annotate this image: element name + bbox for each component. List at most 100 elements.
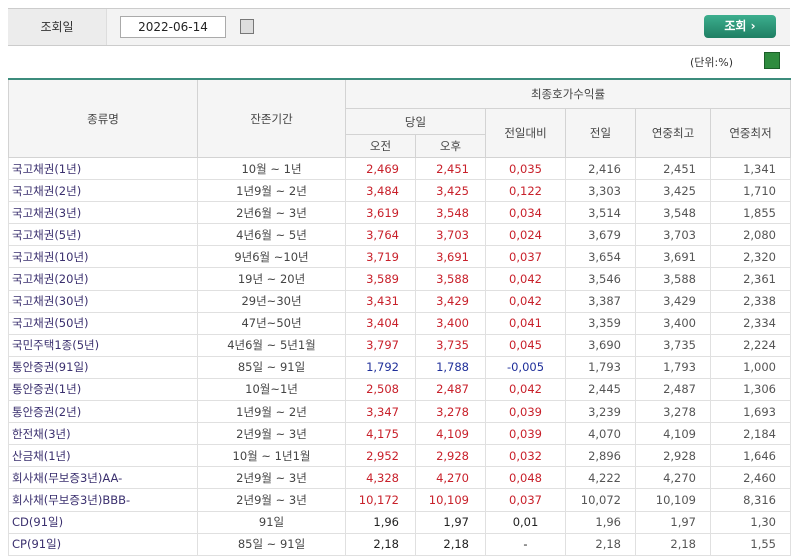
table-cell: 1,96	[345, 510, 416, 534]
table-cell: 2,080	[710, 223, 791, 247]
table-cell: -	[485, 532, 566, 556]
table-cell: 3,278	[415, 400, 486, 424]
table-cell: 3,691	[635, 245, 711, 269]
table-cell: 3,679	[565, 223, 636, 247]
table-cell: 1,693	[710, 400, 791, 424]
table-cell: 3,589	[345, 267, 416, 291]
table-row: 통안증권(91일) 85일 ~ 91일 1,792 1,788 -0,005 1,793 1…	[8, 355, 791, 379]
table-cell: 2,416	[565, 156, 636, 181]
table-cell: CP(91일)	[8, 532, 198, 556]
table-cell: CD(91일)	[8, 510, 198, 534]
table-row: 국민주택1종(5년) 4년6월 ~ 5년1월 3,797 3,735 0,045 3,69…	[8, 333, 791, 357]
table-cell: 2,18	[635, 532, 711, 556]
table-cell: 0,035	[485, 156, 566, 181]
table-cell: 10,172	[345, 488, 416, 512]
table-cell: 47년~50년	[197, 311, 346, 335]
header: 전일	[565, 108, 636, 158]
table-cell: 4,109	[415, 422, 486, 446]
table-cell: 3,239	[565, 400, 636, 424]
table-cell: 1,97	[635, 510, 711, 534]
table-cell: 3,387	[565, 289, 636, 313]
header: 잔존기간	[197, 78, 346, 158]
table-cell: 0,042	[485, 267, 566, 291]
table-cell: 4년6월 ~ 5년	[197, 223, 346, 247]
table-cell: 3,619	[345, 201, 416, 225]
table-cell: 2,18	[415, 532, 486, 556]
header: 전일대비	[485, 108, 566, 158]
table-cell: 4,328	[345, 466, 416, 490]
table-body: 국고채권(1년) 10월 ~ 1년 2,469 2,451 0,035 2,416 2,45…	[8, 156, 791, 556]
table-cell: 2,445	[565, 377, 636, 402]
table-row: CD(91일) 91일 1,96 1,97 0,01 1,96 1,97 1,30	[8, 510, 791, 534]
table-cell: 0,037	[485, 488, 566, 512]
search-bar: 조회일 2022-06-14 조회 ›	[8, 8, 790, 46]
table-row: 국고채권(20년) 19년 ~ 20년 3,589 3,588 0,042 3,546 3,…	[8, 267, 791, 291]
table-cell: 2년9월 ~ 3년	[197, 466, 346, 490]
table-cell: 국고채권(5년)	[8, 223, 198, 247]
table-cell: 3,735	[415, 333, 486, 357]
yield-table: 종류명 잔존기간 최종호가수익률 당일 전일대비 전일 연중최고 연중최저 오전 오후 국고채…	[8, 78, 791, 556]
table-cell: 10,109	[415, 488, 486, 512]
table-cell: 3,404	[345, 311, 416, 335]
date-input[interactable]: 2022-06-14	[120, 16, 226, 38]
table-cell: 3,690	[565, 333, 636, 357]
table-cell: 2,460	[710, 466, 791, 490]
table-cell: 1,793	[635, 355, 711, 379]
table-cell: 3,484	[345, 179, 416, 203]
table-cell: 국고채권(50년)	[8, 311, 198, 335]
table-cell: 국고채권(10년)	[8, 245, 198, 269]
table-cell: 1,793	[565, 355, 636, 379]
calendar-icon[interactable]	[240, 19, 254, 34]
header: 종류명	[8, 78, 198, 158]
table-cell: 회사채(무보증3년)AA-	[8, 466, 198, 490]
table-cell: 4년6월 ~ 5년1월	[197, 333, 346, 357]
table-cell: 2,361	[710, 267, 791, 291]
header: 연중최저	[710, 108, 791, 158]
table-cell: 1,855	[710, 201, 791, 225]
table-cell: 3,735	[635, 333, 711, 357]
table-cell: 3,425	[635, 179, 711, 203]
table-cell: 10월~1년	[197, 377, 346, 402]
table-cell: 85일 ~ 91일	[197, 532, 346, 556]
table-cell: 1,710	[710, 179, 791, 203]
header: 오후	[415, 134, 486, 158]
table-cell: 국고채권(2년)	[8, 179, 198, 203]
table-cell: 1,97	[415, 510, 486, 534]
table-cell: 1,000	[710, 355, 791, 379]
table-cell: 1,30	[710, 510, 791, 534]
table-cell: 0,122	[485, 179, 566, 203]
table-cell: 1,792	[345, 355, 416, 379]
table-row: 국고채권(3년) 2년6월 ~ 3년 3,619 3,548 0,034 3,514 3,5…	[8, 201, 791, 225]
table-cell: 10,109	[635, 488, 711, 512]
table-row: 산금채(1년) 10월 ~ 1년1월 2,952 2,928 0,032 2,896 2,9…	[8, 444, 791, 468]
table-cell: 2,184	[710, 422, 791, 446]
table-cell: 2년9월 ~ 3년	[197, 422, 346, 446]
table-cell: 3,654	[565, 245, 636, 269]
table-cell: 2,224	[710, 333, 791, 357]
table-cell: 3,278	[635, 400, 711, 424]
table-cell: 통안증권(91일)	[8, 355, 198, 379]
table-cell: 2,508	[345, 377, 416, 402]
table-cell: 3,400	[415, 311, 486, 335]
table-cell: 0,041	[485, 311, 566, 335]
search-button[interactable]: 조회 ›	[704, 15, 776, 38]
table-cell: 3,347	[345, 400, 416, 424]
table-cell: 0,037	[485, 245, 566, 269]
table-cell: 29년~30년	[197, 289, 346, 313]
table-cell: 한전채(3년)	[8, 422, 198, 446]
table-cell: 2,338	[710, 289, 791, 313]
table-cell: 3,429	[635, 289, 711, 313]
table-cell: 2,469	[345, 156, 416, 181]
table-cell: 3,546	[565, 267, 636, 291]
table-cell: 3,764	[345, 223, 416, 247]
header: 오전	[345, 134, 416, 158]
table-cell: 0,039	[485, 422, 566, 446]
table-cell: 91일	[197, 510, 346, 534]
table-cell: 1,341	[710, 156, 791, 181]
table-cell: 2,928	[415, 444, 486, 468]
excel-icon[interactable]	[764, 52, 780, 69]
table-row: CP(91일) 85일 ~ 91일 2,18 2,18-2,18 2,18 1,55	[8, 532, 791, 556]
table-row: 통안증권(2년) 1년9월 ~ 2년 3,347 3,278 0,039 3,239 3,2…	[8, 400, 791, 424]
table-row: 국고채권(1년) 10월 ~ 1년 2,469 2,451 0,035 2,416 2,45…	[8, 156, 791, 181]
